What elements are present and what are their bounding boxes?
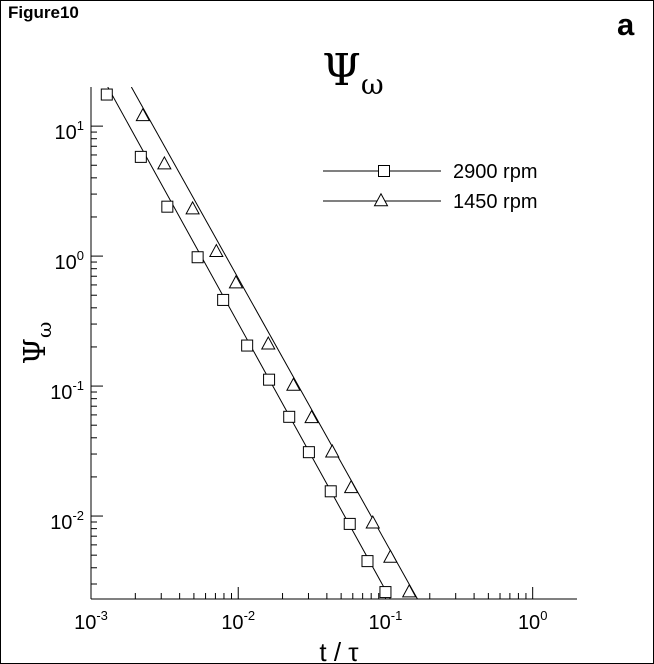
y-tick-label: 100 (55, 248, 84, 274)
series-1450-rpm-point (383, 549, 398, 563)
chart-title: Ψω (322, 45, 383, 101)
series-2900-rpm-point (283, 410, 296, 423)
series-1450-rpm-point (401, 583, 417, 598)
series-1450-rpm-point (365, 515, 381, 529)
x-tick-label: 10-1 (369, 608, 403, 634)
series-1450-rpm-point (208, 243, 224, 258)
legend-label: 2900 rpm (453, 161, 538, 183)
series-2900-rpm-point (379, 586, 392, 599)
y-tick-label: 10-1 (50, 378, 84, 404)
y-axis-label: Ψω (18, 322, 56, 365)
series-2900-rpm-point (361, 555, 374, 568)
series-1450-rpm-point (260, 335, 276, 350)
legend-marker-triangle (373, 192, 389, 207)
series-2900-rpm-point (217, 293, 230, 306)
series-2900-rpm-point (343, 517, 356, 530)
series-2900-rpm-point (191, 251, 204, 264)
series-1450-rpm-point (286, 377, 301, 391)
series-2900-rpm-point (134, 150, 147, 163)
series-1450-rpm-point (135, 107, 151, 122)
series-1450-rpm-point (324, 443, 340, 458)
series-1450-rpm-point (304, 409, 319, 424)
series-1450-rpm-point (228, 274, 244, 289)
series-1450-rpm-fit-line (130, 87, 418, 599)
x-tick-label: 100 (518, 608, 547, 634)
series-2900-rpm-point (241, 339, 254, 352)
panel-letter: a (617, 7, 635, 42)
series-1450-rpm-point (157, 155, 172, 170)
y-tick-label: 101 (55, 118, 84, 144)
x-tick-label: 10-2 (221, 608, 255, 634)
legend-marker-square (378, 165, 390, 177)
figure-label: Figure10 (8, 3, 79, 22)
series-2900-rpm-point (161, 200, 174, 213)
x-axis-label: t / τ (319, 637, 359, 663)
series-2900-rpm-point (100, 88, 113, 101)
series-2900-rpm-point (324, 485, 337, 498)
x-tick-label: 10-3 (74, 608, 108, 634)
legend-label: 1450 rpm (453, 191, 538, 213)
y-tick-label: 10-2 (50, 508, 84, 534)
series-1450-rpm-point (185, 200, 200, 215)
series-2900-rpm-point (263, 373, 276, 386)
series-1450-rpm-point (343, 479, 359, 494)
series-2900-rpm-point (302, 446, 315, 459)
